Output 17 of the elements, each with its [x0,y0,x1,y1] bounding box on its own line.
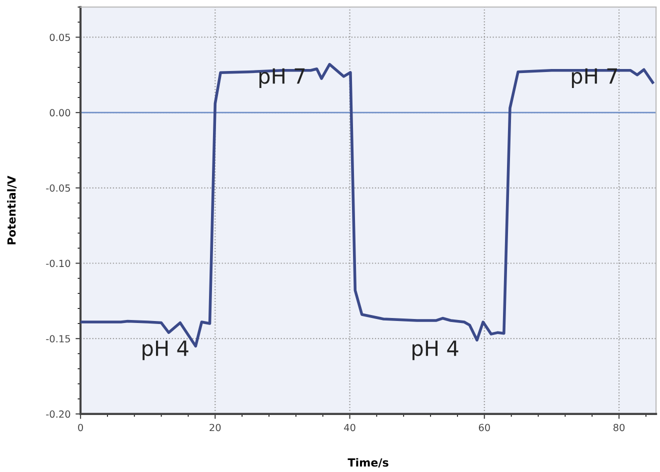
annotation: pH 4 [142,340,188,360]
x-tick-label: 20 [210,424,221,432]
y-tick-label: -0.10 [46,260,70,268]
y-tick-label: -0.15 [46,335,70,342]
x-tick-label: 0 [78,424,83,432]
x-axis-title: Time/s [348,458,388,468]
annotation: pH 7 [259,68,305,88]
x-tick-label: 40 [344,424,356,432]
y-tick-label: 0.00 [50,109,70,116]
x-tick-label: 60 [478,424,490,432]
y-tick-label: 0.05 [50,34,70,42]
y-tick-label: -0.20 [46,410,70,418]
y-axis-title: Potential/V [7,176,17,244]
y-tick-label: -0.05 [46,184,70,192]
annotation: pH 7 [572,68,618,88]
x-tick-label: 80 [613,424,625,432]
annotation: pH 4 [412,340,458,360]
